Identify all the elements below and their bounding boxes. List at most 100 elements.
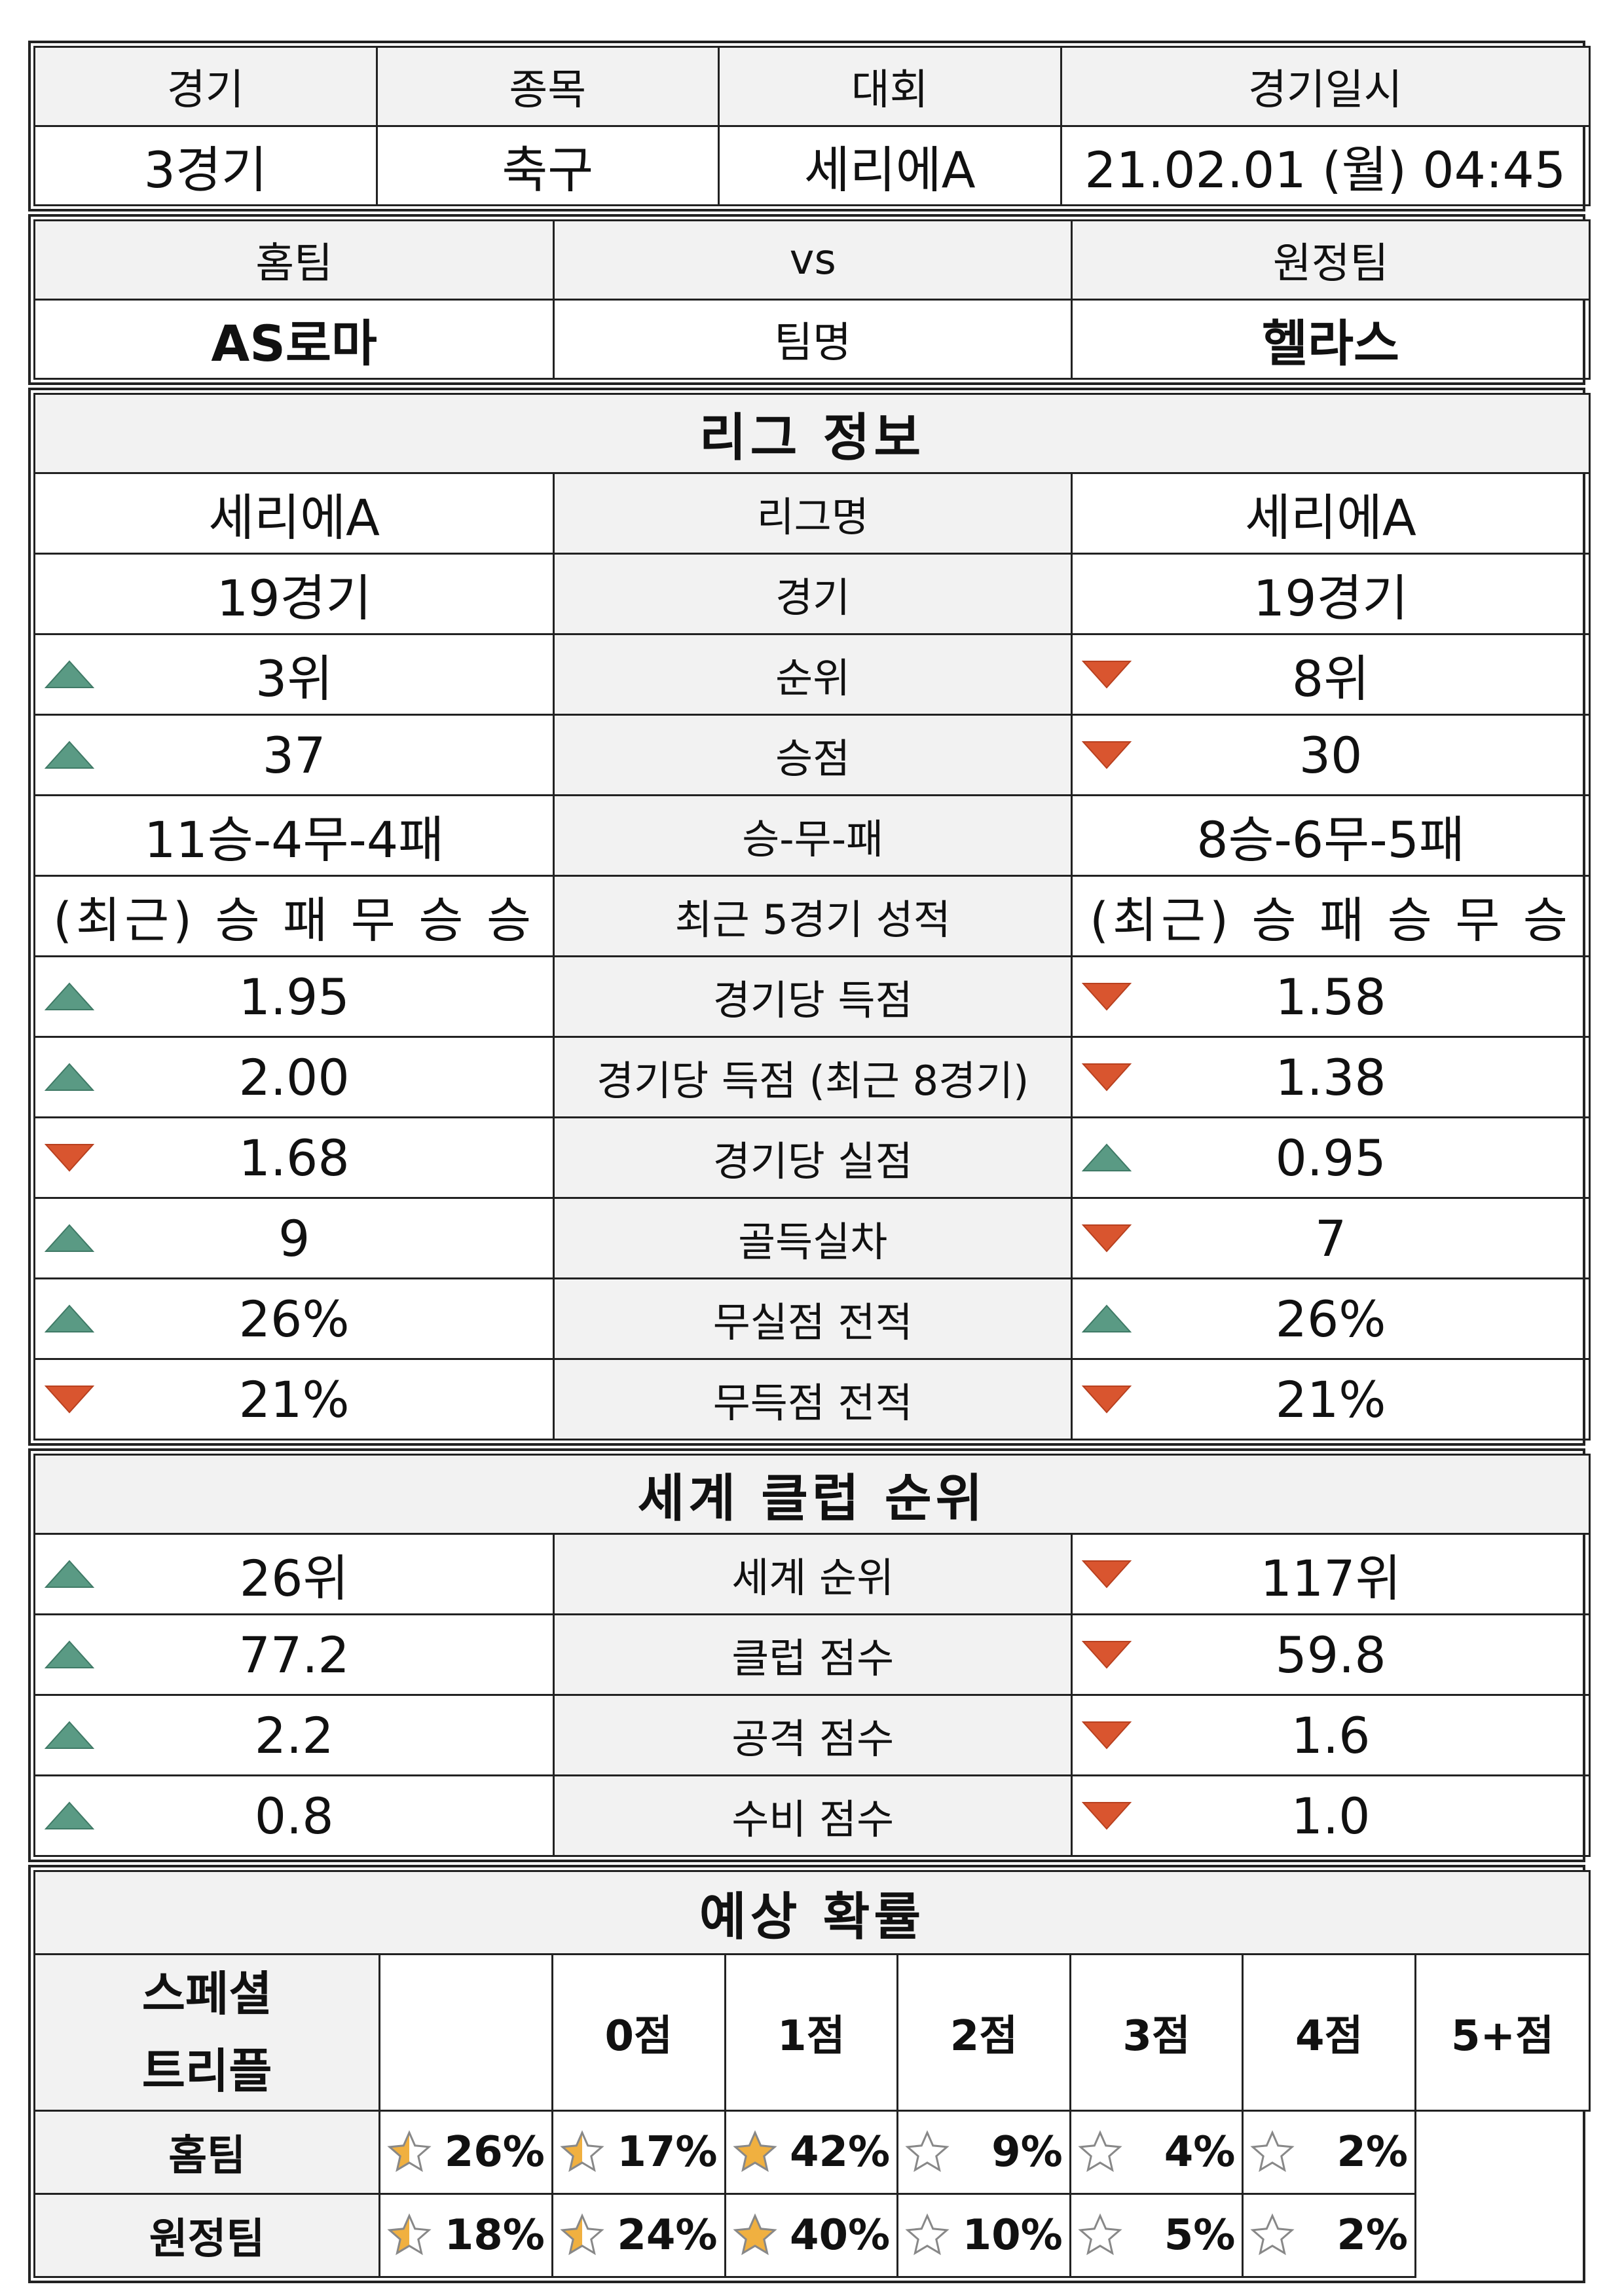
star-full-icon [732, 2130, 777, 2173]
away-value-text: 1.58 [1275, 967, 1386, 1026]
star-full-icon [732, 2213, 777, 2256]
home-value: 2.00 [33, 1036, 555, 1118]
away-value-text: 0.95 [1275, 1128, 1386, 1187]
home-value-text: 11승-4무-4패 [144, 811, 445, 869]
stat-label: 최근 5경기 성적 [553, 875, 1073, 957]
away-value-text: 59.8 [1275, 1625, 1386, 1684]
competition: 세리에A [718, 125, 1062, 206]
league-row: 19경기 경기 19경기 [33, 553, 1591, 635]
home-value: (최근) 승 패 무 승 승 [33, 875, 555, 957]
away-value: 0.95 [1071, 1116, 1591, 1199]
world-ranking-title: 세계 클럽 순위 [33, 1454, 1591, 1535]
stat-label: 수비 점수 [553, 1774, 1073, 1857]
trend-up-icon [1082, 1304, 1132, 1332]
stat-label: 승점 [553, 714, 1073, 796]
probability-cell: 2% [1242, 2193, 1416, 2278]
star-half-icon [560, 2130, 604, 2173]
stat-label-text: 무실점 전적 [712, 1298, 913, 1346]
star-half-icon [387, 2130, 432, 2173]
home-value-text: 1.68 [238, 1128, 350, 1187]
probability-value: 18% [444, 2211, 545, 2260]
score-column-header: 5+점 [1414, 1953, 1591, 2112]
home-value-text: 37 [262, 725, 326, 784]
header-datetime: 경기일시 [1060, 46, 1591, 127]
away-value: 19경기 [1071, 553, 1591, 635]
trend-down-icon [1082, 1224, 1132, 1253]
star-empty-icon [905, 2130, 950, 2173]
special-label: 스페셜 [141, 1966, 272, 2021]
match-sheet: 경기 종목 대회 경기일시 3경기 축구 세리에A 21.02.01 (월) 0… [28, 41, 1591, 2286]
probability-value: 24% [617, 2211, 718, 2260]
trend-down-icon [1082, 741, 1132, 769]
home-value: 3위 [33, 633, 555, 716]
trend-up-icon [45, 982, 94, 1010]
home-value-text: 26% [238, 1289, 350, 1348]
away-value: 117위 [1071, 1533, 1591, 1615]
league-row: 26% 무실점 전적 26% [33, 1277, 1591, 1360]
star-empty-icon [905, 2213, 950, 2256]
team-name-label: 팀명 [553, 299, 1073, 380]
away-value-text: 21% [1275, 1370, 1386, 1429]
teams-block: 홈팀 vs 원정팀 AS로마 팀명 헬라스 [28, 214, 1591, 385]
probability-cell: 26% [378, 2110, 553, 2195]
league-row: 37 승점 30 [33, 714, 1591, 796]
away-value-text: 1.0 [1291, 1786, 1371, 1845]
score-column-header: 1점 [724, 1953, 899, 2112]
league-row: 11승-4무-4패 승-무-패 8승-6무-5패 [33, 794, 1591, 877]
away-value-text: 26% [1275, 1289, 1386, 1348]
away-value-text: 19경기 [1253, 569, 1409, 627]
home-value: 2.2 [33, 1694, 555, 1776]
away-value-text: 117위 [1260, 1549, 1401, 1607]
home-value-text: 21% [238, 1370, 350, 1429]
away-value-text: (최근) 승 패 승 무 승 [1090, 892, 1572, 949]
home-value: 26% [33, 1277, 555, 1360]
sport: 축구 [375, 125, 720, 206]
away-value: 8위 [1071, 633, 1591, 716]
home-value-text: 1.95 [238, 967, 350, 1026]
stat-label: 경기당 득점 (최근 8경기) [553, 1036, 1073, 1118]
league-row: 9 골득실차 7 [33, 1197, 1591, 1279]
home-value-text: 26위 [239, 1549, 349, 1607]
away-value-text: 8위 [1291, 650, 1370, 708]
header-match-no: 경기 [33, 46, 378, 127]
stat-label-text: 무득점 전적 [712, 1379, 913, 1427]
league-info-block: 리그 정보 세리에A 리그명 세리에A 19경기 경기 19경기 3위 순위 8위 37 승점 30 1… [28, 388, 1591, 1446]
prediction-block: 예상 확률 스페셜 트리플 0점 1점 2점 3점 4점 5+점 홈팀 26% 17% 42% 9… [28, 1865, 1591, 2283]
stat-label-text: 리그명 [756, 493, 869, 541]
trend-up-icon [45, 741, 94, 769]
stat-label-text: 경기당 실점 [712, 1137, 913, 1185]
away-value: 세리에A [1071, 472, 1591, 555]
world-row: 2.2 공격 점수 1.6 [33, 1694, 1591, 1776]
home-value: 세리에A [33, 472, 555, 555]
stat-label-text: 경기 [775, 574, 851, 621]
score-column-header: 4점 [1242, 1953, 1416, 2112]
probability-value: 26% [444, 2128, 545, 2176]
home-team-label: 홈팀 [33, 219, 555, 301]
stat-label: 무득점 전적 [553, 1358, 1073, 1441]
trend-up-icon [45, 1640, 94, 1668]
star-empty-icon [1078, 2213, 1122, 2256]
away-value: 7 [1071, 1197, 1591, 1279]
away-value-text: 30 [1299, 725, 1363, 784]
home-value: 9 [33, 1197, 555, 1279]
trend-up-icon [45, 1224, 94, 1252]
away-value: 1.58 [1071, 955, 1591, 1038]
stat-label-text: 순위 [775, 654, 851, 702]
home-value: 1.68 [33, 1116, 555, 1199]
star-empty-icon [1250, 2130, 1295, 2173]
league-row: 2.00 경기당 득점 (최근 8경기) 1.38 [33, 1036, 1591, 1118]
probability-cell: 42% [724, 2110, 899, 2195]
probability-cell: 18% [378, 2193, 553, 2278]
away-value: 1.6 [1071, 1694, 1591, 1776]
away-value: 8승-6무-5패 [1071, 794, 1591, 877]
trend-down-icon [1082, 661, 1132, 689]
stat-label: 경기당 득점 [553, 955, 1073, 1038]
probability-cell: 4% [1069, 2110, 1244, 2195]
star-half-icon [560, 2213, 604, 2256]
trend-up-icon [45, 660, 94, 688]
away-value: 30 [1071, 714, 1591, 796]
trend-up-icon [45, 1721, 94, 1749]
league-row: (최근) 승 패 무 승 승 최근 5경기 성적 (최근) 승 패 승 무 승 [33, 875, 1591, 957]
prediction-team-label: 원정팀 [33, 2193, 381, 2278]
vs-label: vs [553, 219, 1073, 301]
